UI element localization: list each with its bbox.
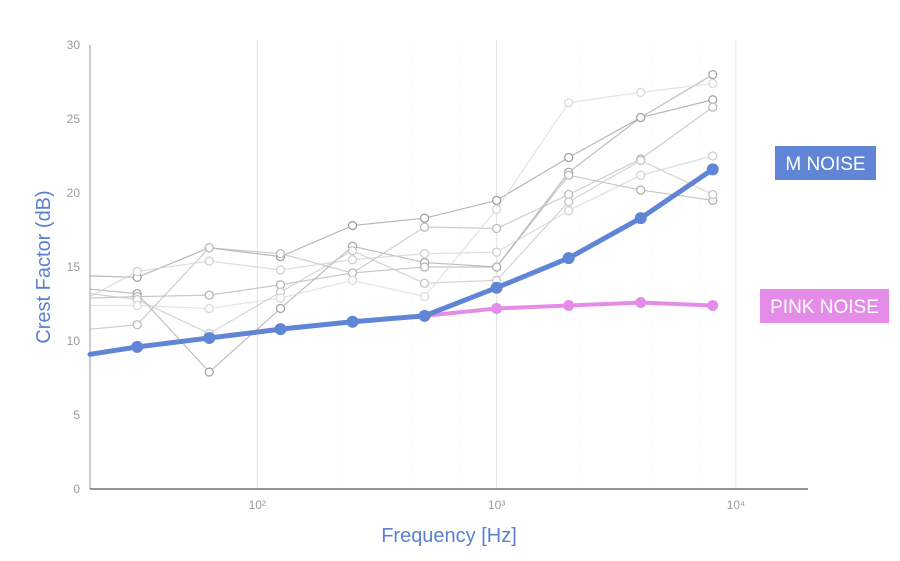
m-noise-point <box>346 315 359 328</box>
pink-noise-point <box>491 302 503 314</box>
y-tick-label: 0 <box>73 482 80 496</box>
background-series-line <box>90 82 713 310</box>
background-series-point <box>204 303 214 314</box>
y-axis-title: Crest Factor (dB) <box>33 190 55 343</box>
background-series-point <box>491 247 502 257</box>
m-noise-point <box>203 332 216 345</box>
m-noise-line <box>87 166 716 357</box>
y-tick-label: 15 <box>67 260 81 274</box>
background-series-point <box>132 266 142 277</box>
background-series-point <box>491 262 502 272</box>
y-tick-label: 5 <box>73 408 80 422</box>
x-tick-labels: 10² 10³ 10⁴ <box>249 498 746 512</box>
background-series-point <box>491 204 502 214</box>
background-series-point <box>708 78 718 89</box>
background-series-point <box>708 189 718 200</box>
m-noise-point <box>131 340 144 353</box>
background-series-line <box>89 174 713 299</box>
m-noise-tag-box <box>775 146 876 180</box>
pink-noise-point <box>635 297 647 309</box>
pink-noise-point <box>563 299 575 311</box>
background-series-point <box>204 367 214 377</box>
background-series-point <box>491 223 502 234</box>
background-series-point <box>708 102 718 112</box>
background-series-point <box>132 320 142 330</box>
pink-noise-tag-label: PINK NOISE <box>770 297 879 318</box>
background-series-line <box>89 106 714 330</box>
axes <box>89 45 808 490</box>
background-series-point <box>419 249 430 259</box>
background-series-point <box>419 262 430 272</box>
background-series-point <box>636 112 646 123</box>
series-tags: M NOISE PINK NOISE <box>760 146 889 323</box>
background-series-point <box>636 155 646 166</box>
m-noise-point <box>490 281 503 294</box>
pink-noise-tag-box <box>760 289 889 323</box>
background-series-point <box>708 69 718 80</box>
background-series-point <box>347 220 358 231</box>
background-series-point <box>347 246 358 256</box>
background-series-point <box>419 291 430 302</box>
background-series-point <box>204 256 214 266</box>
background-series-point <box>347 275 358 285</box>
background-series-point <box>636 170 646 180</box>
y-tick-label: 10 <box>67 334 81 348</box>
m-noise-tag-label: M NOISE <box>785 154 865 175</box>
background-series-point <box>275 303 286 314</box>
pink-noise-point <box>707 299 719 311</box>
main-series <box>87 163 719 357</box>
background-series-point <box>132 300 142 311</box>
background-series-point <box>275 249 286 259</box>
background-series-point <box>347 254 358 265</box>
y-tick-label: 25 <box>67 112 81 126</box>
background-series-line <box>89 99 713 278</box>
background-series-point <box>564 98 574 108</box>
background-series-point <box>708 151 718 161</box>
x-axis-title: Frequency [Hz] <box>381 525 517 547</box>
x-tick-label: 10⁴ <box>727 498 746 512</box>
background-series-line <box>89 74 714 373</box>
background-series <box>89 69 718 377</box>
background-series-point <box>204 290 214 300</box>
m-noise-point <box>418 309 431 322</box>
y-tick-label: 30 <box>67 38 81 52</box>
background-series-point <box>419 213 430 223</box>
background-series-point <box>564 197 574 207</box>
m-noise-point <box>274 323 287 336</box>
background-series-point <box>636 185 646 195</box>
background-series-point <box>636 87 646 98</box>
background-series-point <box>204 243 214 253</box>
background-series-point <box>419 278 430 288</box>
background-series-point <box>419 222 430 232</box>
background-series-point <box>564 170 574 180</box>
m-noise-point <box>634 212 647 225</box>
background-series-point <box>564 152 574 163</box>
x-tick-label: 10² <box>249 498 266 512</box>
background-series-line <box>89 155 713 298</box>
background-series-point <box>564 206 574 216</box>
m-noise-point <box>562 252 575 265</box>
background-series-point <box>491 195 502 206</box>
background-series-point <box>275 265 286 275</box>
y-tick-label: 20 <box>67 186 81 200</box>
background-series-point <box>275 293 286 303</box>
x-tick-label: 10³ <box>488 498 505 512</box>
m-noise-point <box>706 163 719 176</box>
background-series-line <box>89 159 714 335</box>
y-tick-labels: 0 5 10 15 20 25 30 <box>67 38 81 496</box>
